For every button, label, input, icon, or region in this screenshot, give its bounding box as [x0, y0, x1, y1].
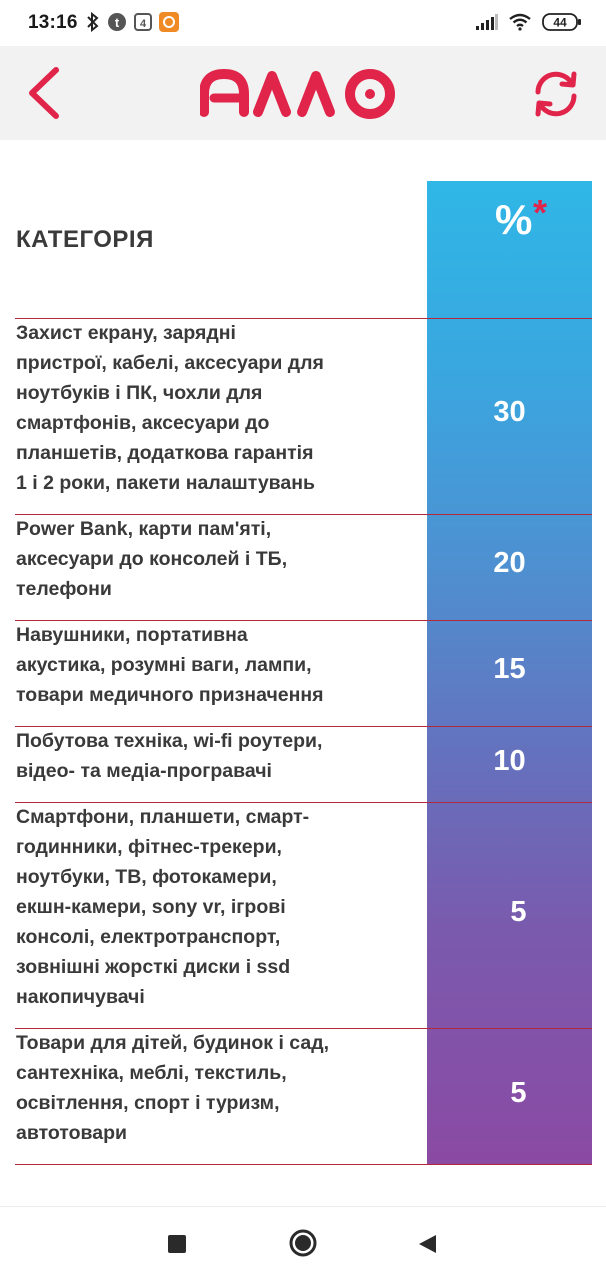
battery-level: 44 — [553, 15, 567, 29]
category-line: Захист екрану, зарядні — [16, 322, 236, 344]
battery-icon: 44 — [542, 12, 582, 37]
table-row-category: Товари для дітей, будинок і сад, сантехн… — [16, 1028, 361, 1148]
refresh-icon — [535, 71, 577, 117]
home-circle-icon[interactable] — [289, 1229, 317, 1257]
category-header: КАТЕГОРІЯ — [16, 226, 154, 253]
table-row-category: Побутова техніка, wi-fi роутери, відео- … — [16, 726, 361, 786]
row-divider — [15, 514, 592, 515]
commission-table: КАТЕГОРІЯ % * Захист екрану, зарядні при… — [0, 140, 606, 1206]
svg-text:t: t — [115, 15, 120, 30]
category-line: Power Bank, карти пам'яті, — [16, 518, 272, 540]
category-line: товари медичного призначення — [16, 684, 324, 706]
table-row-category: Power Bank, карти пам'яті, аксесуари до … — [16, 514, 361, 604]
table-row-category: Смартфони, планшети, смарт- годинники, ф… — [16, 802, 361, 1012]
app-orange-icon — [159, 11, 179, 37]
category-line: сантехніка, меблі, текстиль, — [16, 1062, 287, 1084]
refresh-button[interactable] — [528, 66, 584, 122]
table-row-percent: 20 — [493, 547, 526, 579]
category-line: акустика, розумні ваги, лампи, — [16, 654, 312, 676]
svg-text:4: 4 — [140, 18, 147, 30]
system-nav-bar — [0, 1206, 606, 1281]
category-line: Навушники, портативна — [16, 624, 248, 646]
row-divider — [15, 802, 592, 803]
category-line: аксесуари до консолей і ТБ, — [16, 548, 288, 570]
row-divider — [15, 726, 592, 727]
percent-column — [427, 181, 592, 1164]
bluetooth-icon — [86, 11, 100, 37]
category-line: автотовари — [16, 1122, 127, 1144]
category-line: 1 і 2 роки, пакети налаштувань — [16, 472, 316, 494]
table-row-percent: 5 — [510, 896, 527, 928]
table-row-percent: 30 — [493, 396, 526, 428]
category-line: консолі, електротранспорт, — [16, 926, 281, 948]
table-row-percent: 10 — [493, 745, 526, 777]
category-line: Побутова техніка, wi-fi роутери, — [16, 730, 323, 752]
recents-square-icon[interactable] — [168, 1235, 186, 1253]
chevron-left-icon — [29, 67, 59, 119]
category-line: відео- та медіа-програвачі — [16, 760, 272, 782]
row-divider — [15, 1164, 592, 1165]
row-divider — [15, 620, 592, 621]
category-line: ноутбуків і ПК, чохли для — [16, 382, 263, 404]
row-divider — [15, 1028, 592, 1029]
category-line: зовнішні жорсткі диски і ssd — [16, 956, 291, 978]
status-left-icons: t 4 — [86, 11, 179, 37]
status-right-icons: 44 — [476, 12, 582, 36]
category-line: планшетів, додаткова гарантія — [16, 442, 314, 464]
category-line: освітлення, спорт і туризм, — [16, 1092, 280, 1114]
category-line: ноутбуки, ТВ, фотокамери, — [16, 866, 277, 888]
category-line: телефони — [16, 578, 112, 600]
status-bar: 13:16 t 4 44 — [0, 0, 606, 46]
wifi-icon — [508, 13, 532, 36]
category-line: смартфонів, аксесуари до — [16, 412, 270, 434]
status-time: 13:16 — [28, 12, 78, 33]
category-line: накопичувачі — [16, 986, 145, 1008]
signal-icon — [476, 13, 498, 35]
category-line: Товари для дітей, будинок і сад, — [16, 1032, 329, 1054]
allo-logo — [199, 68, 395, 119]
table-row-category: Захист екрану, зарядні пристрої, кабелі,… — [16, 318, 361, 498]
logo[interactable] — [199, 68, 400, 120]
category-line: екшн-камери, sony vr, ігрові — [16, 896, 286, 918]
category-line: Смартфони, планшети, смарт- — [16, 806, 310, 828]
app-t-icon: t — [107, 12, 127, 37]
percent-header: % — [495, 196, 533, 243]
category-line: годинники, фітнес-трекери, — [16, 836, 282, 858]
back-button[interactable] — [22, 64, 66, 122]
back-triangle-icon[interactable] — [417, 1233, 439, 1255]
table-row-percent: 5 — [510, 1077, 527, 1109]
category-line: пристрої, кабелі, аксесуари для — [16, 352, 324, 374]
table-row-category: Навушники, портативна акустика, розумні … — [16, 620, 361, 710]
row-divider — [15, 318, 592, 319]
app-bar — [0, 46, 606, 140]
app-4-icon: 4 — [134, 12, 152, 36]
percent-asterisk: * — [533, 192, 548, 233]
table-row-percent: 15 — [493, 653, 526, 685]
